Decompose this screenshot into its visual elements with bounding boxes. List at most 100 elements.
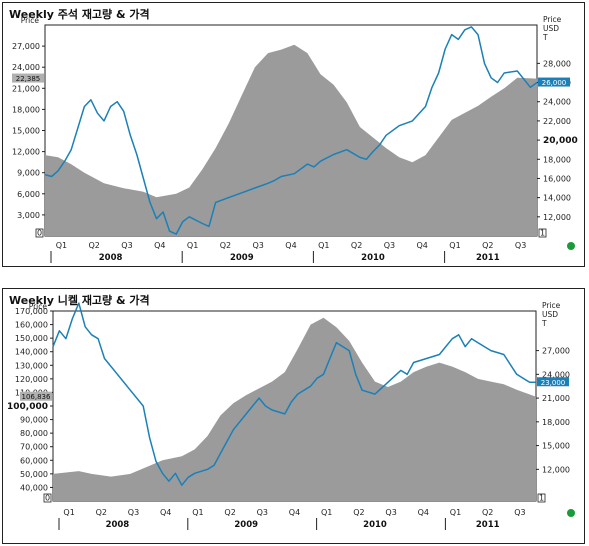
quarter-label: Q3 [515, 241, 526, 250]
quarter-label: Q2 [220, 241, 231, 250]
right-tick-label: 22,000 [543, 117, 571, 126]
left-tick-label: 15,000 [12, 127, 40, 136]
price-last-value: 26,000 [542, 79, 567, 87]
year-label: 2009 [234, 520, 258, 530]
price-line [52, 302, 536, 486]
right-tick-label: 16,000 [543, 174, 571, 183]
quarter-label: Q1 [318, 241, 329, 250]
left-tick-label: 21,000 [12, 84, 40, 93]
left-zero-label: 0 [45, 494, 50, 503]
right-tick-label: 12,000 [543, 213, 571, 222]
year-label: 2008 [99, 253, 123, 263]
left-tick-label: 100,000 [7, 402, 48, 412]
left-tick-label: 50,000 [20, 470, 48, 479]
left-zero-label: 0 [37, 229, 42, 238]
quarter-label: Q1 [187, 241, 198, 250]
tin-chart-svg: Price 3,000 6,000 9,000 12,000 15,000 18,000 21… [12, 15, 578, 263]
quarter-label: Q4 [285, 241, 296, 250]
chart-title: Weekly 주석 재고량 & 가격 [9, 8, 150, 21]
right-tick-label: 24,000 [542, 370, 570, 379]
quarter-label: Q4 [418, 508, 429, 517]
right-zero-box [537, 493, 546, 503]
quarter-label: Q2 [224, 508, 235, 517]
quarter-label: Q2 [482, 241, 493, 250]
status-dot [567, 509, 575, 517]
quarter-label: Q4 [154, 241, 165, 250]
right-axis-label: Price [543, 15, 562, 24]
quarter-label: Q1 [63, 508, 74, 517]
year-label: 2011 [476, 520, 500, 530]
right-zero-label: 1 [540, 229, 545, 238]
year-label: 2008 [106, 520, 130, 530]
left-tick-label: 60,000 [20, 456, 48, 465]
left-tick-label: 3,000 [17, 211, 40, 220]
right-tick-label: 20,000 [543, 136, 578, 146]
quarter-label: Q1 [192, 508, 203, 517]
quarter-label: Q2 [353, 508, 364, 517]
quarter-label: Q1 [321, 508, 332, 517]
quarter-label: Q4 [417, 241, 428, 250]
left-tick-label: 40,000 [20, 483, 48, 492]
right-axis-label: USD [543, 24, 559, 33]
quarter-label: Q2 [96, 508, 107, 517]
inventory-last-tag [12, 73, 44, 83]
quarter-label: Q3 [514, 508, 525, 517]
left-tick-label: 27,000 [12, 42, 40, 51]
inventory-area [45, 44, 537, 237]
left-zero-box [43, 493, 52, 503]
left-tick-label: 130,000 [15, 361, 48, 370]
quarter-label: Q2 [482, 508, 493, 517]
left-tick-label: 150,000 [15, 334, 48, 343]
quarter-label: Q3 [253, 241, 264, 250]
left-tick-label: 160,000 [15, 321, 48, 330]
quarter-label: Q1 [450, 508, 461, 517]
quarter-label: Q3 [385, 508, 396, 517]
price-line [44, 26, 538, 235]
nickel-chart-panel: Weekly 니켈 재고량 & 가격 Price 40,000 50,000 60,0… [2, 288, 585, 544]
right-zero-label: 1 [539, 494, 544, 503]
tin-chart-panel: Weekly 주석 재고량 & 가격 Price 3,000 6,000 9,000 1… [2, 2, 585, 267]
quarter-label: Q3 [128, 508, 139, 517]
left-tick-label: 6,000 [17, 190, 40, 199]
quarter-label: Q1 [56, 241, 67, 250]
quarter-label: Q2 [351, 241, 362, 250]
right-tick-label: 14,000 [543, 194, 571, 203]
left-tick-label: 90,000 [20, 416, 48, 425]
right-axis-label: USD [542, 310, 558, 319]
inventory-last-value: 106,836 [22, 393, 51, 401]
quarter-label: Q3 [121, 241, 132, 250]
price-last-value: 23,000 [541, 379, 566, 387]
right-tick-label: 21,000 [542, 394, 570, 403]
right-axis-label: Price [542, 301, 561, 310]
year-label: 2010 [363, 520, 387, 530]
left-tick-label: 18,000 [12, 105, 40, 114]
left-tick-label: 24,000 [12, 63, 40, 72]
right-axis-label: T [542, 33, 548, 42]
right-tick-label: 12,000 [542, 465, 570, 474]
quarter-label: Q4 [289, 508, 300, 517]
right-tick-label: 18,000 [543, 155, 571, 164]
right-tick-label: 28,000 [543, 59, 571, 68]
year-label: 2009 [230, 253, 254, 263]
right-tick-label: 24,000 [543, 98, 571, 107]
nickel-chart-svg: Price 40,000 50,000 60,000 70,000 80,000 90,00… [7, 301, 575, 530]
inventory-last-tag [20, 391, 52, 401]
chart-title: Weekly 니켈 재고량 & 가격 [9, 294, 150, 307]
inventory-area [53, 317, 536, 501]
price-last-tag [538, 77, 570, 87]
left-axis-label: Price [29, 302, 48, 311]
quarter-label: Q3 [384, 241, 395, 250]
left-tick-label: 80,000 [20, 429, 48, 438]
left-tick-label: 9,000 [17, 169, 40, 178]
right-zero-box [538, 228, 547, 238]
year-label: 2011 [476, 253, 500, 263]
left-tick-label: 170,000 [15, 307, 48, 316]
left-zero-box [35, 228, 44, 238]
price-last-tag [537, 377, 569, 387]
right-tick-label: 15,000 [542, 442, 570, 451]
status-dot [567, 242, 575, 250]
left-tick-label: 12,000 [12, 148, 40, 157]
left-tick-label: 120,000 [15, 375, 48, 384]
quarter-label: Q1 [449, 241, 460, 250]
quarter-label: Q4 [160, 508, 171, 517]
